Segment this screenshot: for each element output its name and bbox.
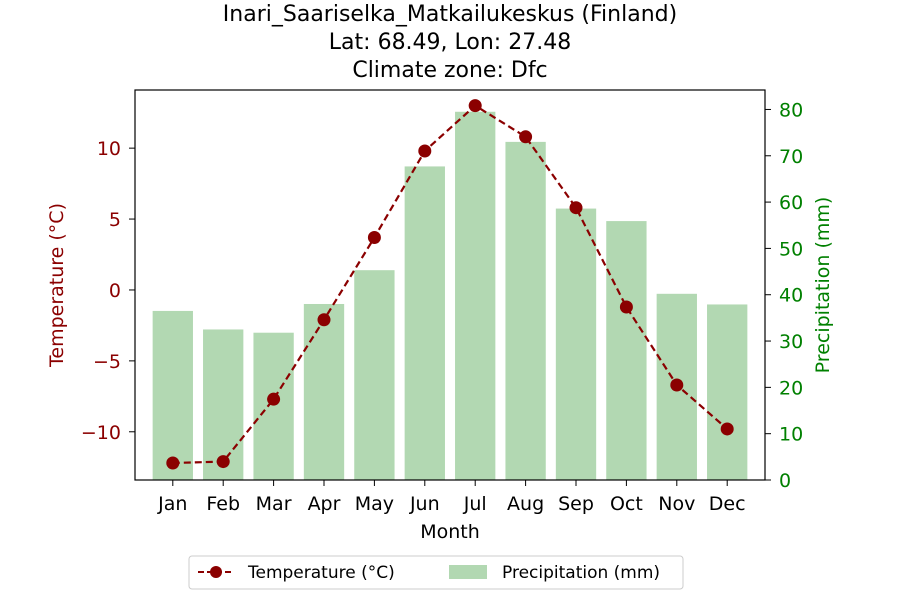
- x-tick-label: Jan: [157, 493, 187, 515]
- temperature-point-jan: [166, 456, 180, 470]
- left-y-tick-label: −5: [93, 351, 121, 373]
- x-tick-label: Dec: [709, 493, 746, 515]
- legend-temperature-label: Temperature (°C): [247, 563, 395, 583]
- temperature-point-apr: [317, 313, 331, 327]
- chart-title-line-3: Climate zone: Dfc: [352, 58, 547, 83]
- right-y-axis-label: Precipitation (mm): [812, 197, 834, 374]
- left-y-tick-label: 10: [97, 138, 121, 160]
- x-tick-label: Aug: [507, 493, 544, 515]
- legend-box: [188, 555, 684, 590]
- chart-title-line-1: Inari_Saariselka_Matkailukeskus (Finland…: [223, 2, 677, 27]
- precipitation-bar-aug: [505, 141, 546, 481]
- precipitation-bar-oct: [606, 221, 647, 481]
- x-axis: Jan Feb Mar Apr May Jun Jul Aug Sep Oct Nov Dec: [157, 480, 746, 515]
- right-y-tick-label: 40: [779, 285, 803, 307]
- x-tick-label: Mar: [256, 493, 292, 515]
- temperature-point-may: [367, 230, 381, 244]
- right-y-tick-label: 0: [779, 470, 791, 492]
- precipitation-bar-dec: [707, 304, 748, 480]
- temperature-line: [172, 104, 728, 465]
- x-tick-label: Nov: [658, 493, 695, 515]
- precipitation-bar-apr: [303, 303, 345, 480]
- temperature-point-oct: [619, 300, 633, 314]
- chart-title-line-2: Lat: 68.49, Lon: 27.48: [329, 30, 571, 55]
- right-y-tick-label: 30: [779, 331, 803, 353]
- precipitation-bar-sep: [555, 208, 597, 480]
- right-y-axis: 0 10 20 30 40 50 60 70 80: [765, 99, 803, 492]
- temperature-point-feb: [216, 455, 230, 469]
- right-y-tick-label: 80: [779, 99, 803, 121]
- x-tick-label: Jul: [463, 493, 487, 515]
- right-y-tick-label: 50: [779, 238, 803, 260]
- x-tick-label: Sep: [558, 493, 594, 515]
- right-y-tick-label: 70: [779, 146, 803, 168]
- temperature-point-dec: [720, 422, 734, 436]
- legend: Temperature (°C) Precipitation (mm): [188, 555, 684, 590]
- x-tick-label: Feb: [206, 493, 240, 515]
- left-y-axis: −10 −5 0 5 10: [81, 138, 135, 444]
- plot-frame: [134, 89, 766, 481]
- temperature-point-sep: [569, 201, 583, 215]
- precipitation-bar-may: [354, 270, 395, 480]
- temperature-point-aug: [519, 130, 533, 144]
- x-tick-label: Jun: [409, 493, 440, 515]
- precipitation-bar-feb: [203, 329, 244, 480]
- x-tick-label: Oct: [610, 493, 643, 515]
- x-axis-label: Month: [420, 521, 480, 543]
- temperature-point-jul: [468, 99, 482, 113]
- left-y-tick-label: 5: [109, 209, 121, 231]
- temperature-point-jun: [418, 144, 432, 158]
- precipitation-bar-jan: [152, 310, 193, 480]
- legend-temperature-marker: [210, 566, 222, 578]
- precipitation-bar-jul: [455, 111, 496, 481]
- temperature-series: [166, 99, 734, 470]
- temperature-point-mar: [267, 392, 281, 406]
- left-y-tick-label: 0: [109, 280, 121, 302]
- right-y-tick-label: 60: [779, 192, 803, 214]
- right-y-tick-label: 10: [779, 424, 803, 446]
- precipitation-bar-mar: [253, 332, 294, 480]
- precipitation-bars: [152, 111, 748, 481]
- x-tick-label: Apr: [308, 493, 341, 515]
- legend-precipitation-swatch: [449, 565, 487, 579]
- left-y-axis-label: Temperature (°C): [46, 203, 68, 368]
- precipitation-bar-jun: [404, 166, 445, 480]
- x-tick-label: May: [355, 493, 394, 515]
- left-y-tick-label: −10: [81, 422, 121, 444]
- legend-precipitation-label: Precipitation (mm): [502, 563, 660, 583]
- temperature-point-nov: [670, 378, 684, 392]
- right-y-tick-label: 20: [779, 377, 803, 399]
